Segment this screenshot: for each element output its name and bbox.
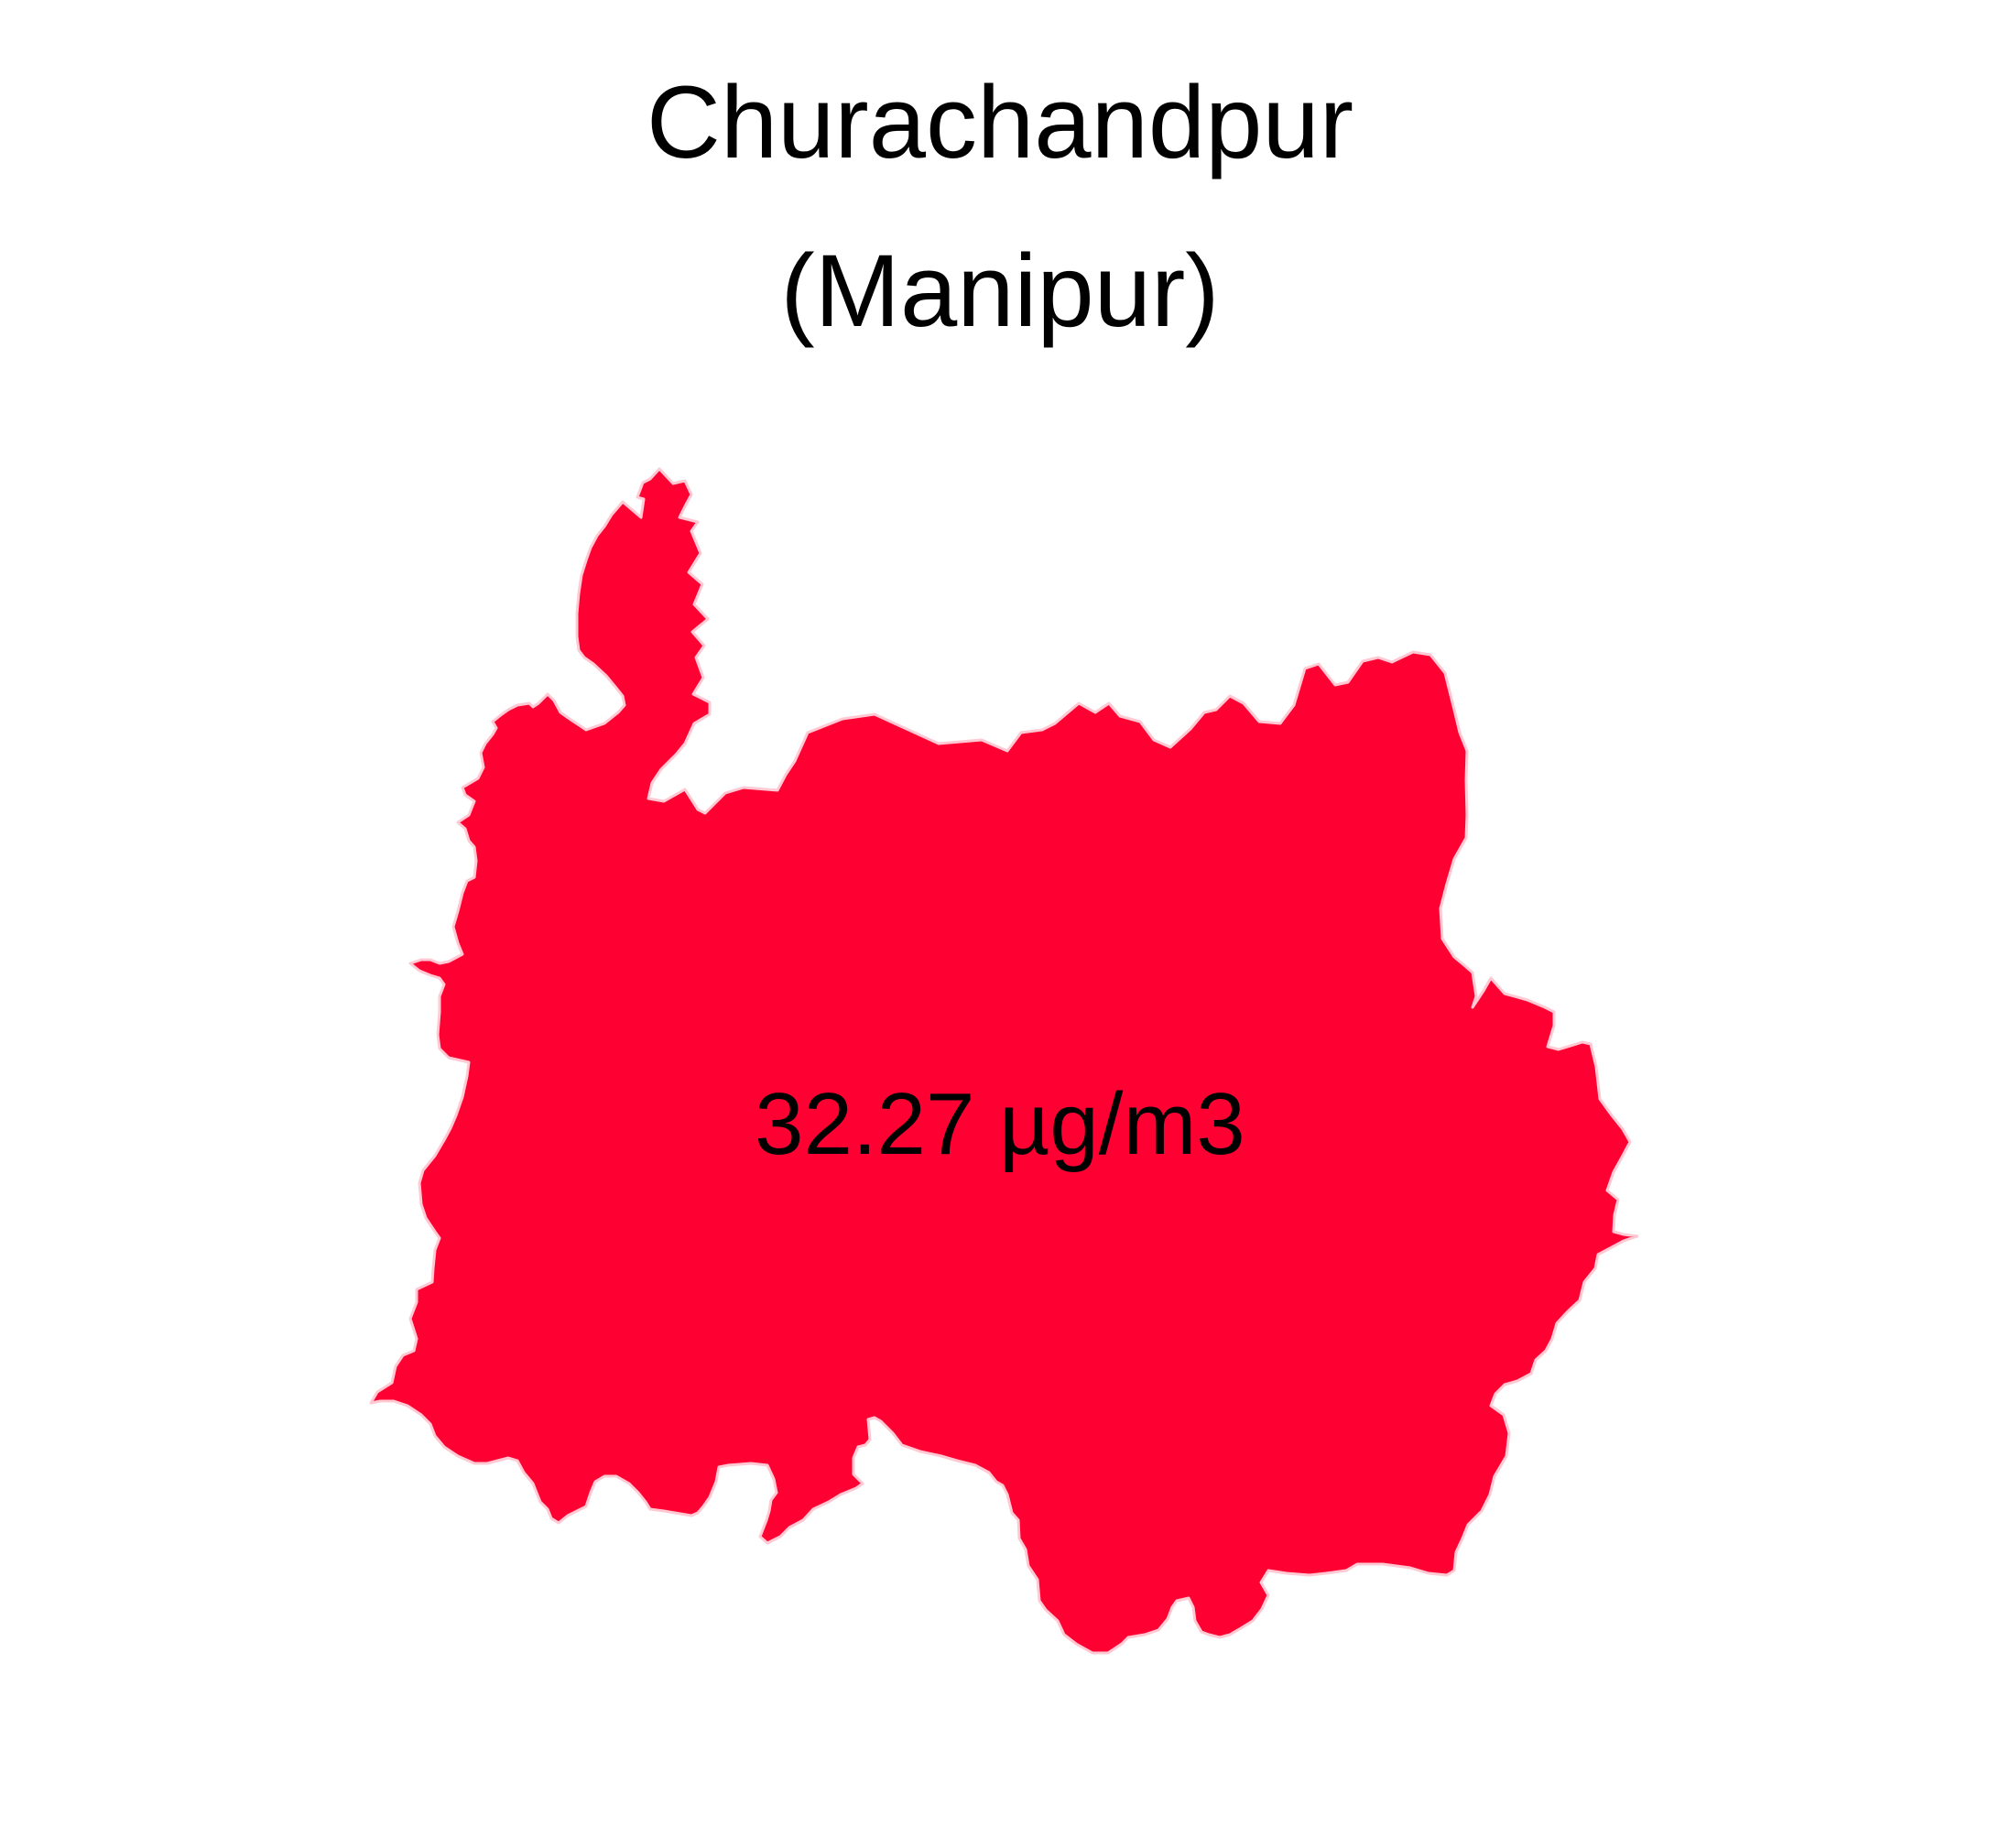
map-value-label: 32.27 µg/m3 — [755, 1075, 1245, 1173]
map-title-region: Churachandpur — [646, 65, 1354, 179]
map-title-state: (Manipur) — [780, 234, 1220, 348]
district-region-churachandpur — [369, 467, 1639, 1655]
